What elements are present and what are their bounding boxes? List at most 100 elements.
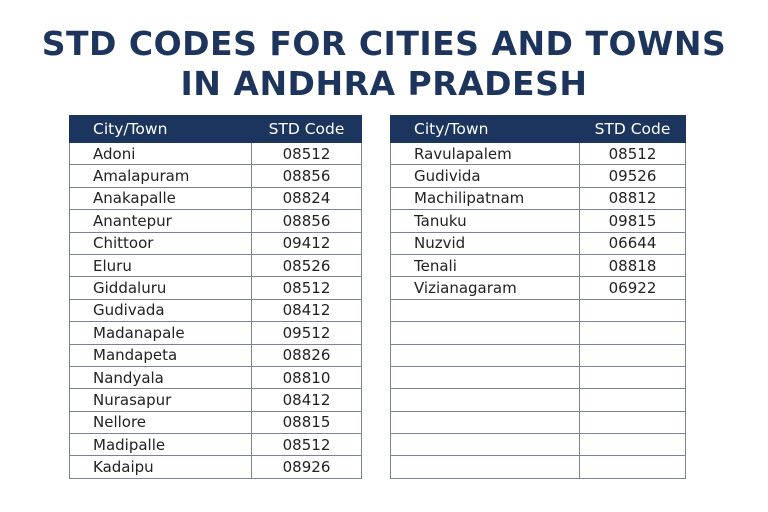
std-code-cell: 08856 xyxy=(251,164,362,188)
std-code-cell: 09412 xyxy=(251,231,362,255)
table-row: Gudivida 09526 xyxy=(390,164,686,188)
table-row: Chittoor 09412 xyxy=(69,231,362,255)
table-header-row: City/Town STD Code xyxy=(390,115,686,143)
std-code-cell: 08818 xyxy=(579,253,686,278)
table-row: Madanapale 09512 xyxy=(69,321,362,345)
std-code-cell xyxy=(579,410,686,435)
city-cell: Giddaluru xyxy=(69,276,252,300)
std-code-cell: 08812 xyxy=(579,186,686,211)
table-row xyxy=(390,321,686,345)
city-cell: Tanuku xyxy=(390,209,580,233)
std-code-cell xyxy=(579,365,686,390)
table-row: Nellore 08815 xyxy=(69,410,362,435)
table-row: Amalapuram 08856 xyxy=(69,164,362,188)
table-row: Tenali 08818 xyxy=(390,253,686,278)
city-cell: Eluru xyxy=(69,253,252,278)
city-cell xyxy=(390,298,580,323)
table-row xyxy=(390,298,686,323)
table-row: Machilipatnam 08812 xyxy=(390,186,686,211)
city-cell: Gudivada xyxy=(69,298,252,323)
std-code-cell: 08856 xyxy=(251,209,362,233)
city-cell: Nurasapur xyxy=(69,388,252,412)
table-row: Anakapalle 08824 xyxy=(69,186,362,211)
std-codes-table-left: City/Town STD Code Adoni 08512 Amalapuram 0… xyxy=(69,115,362,479)
city-cell: Nellore xyxy=(69,410,252,435)
city-cell xyxy=(390,433,580,457)
table-row: Anantepur 08856 xyxy=(69,209,362,233)
city-cell: Nandyala xyxy=(69,365,252,390)
city-cell: Madipalle xyxy=(69,433,252,457)
city-cell: Mandapeta xyxy=(69,343,252,367)
std-code-cell: 08512 xyxy=(251,276,362,300)
std-code-cell xyxy=(579,298,686,323)
std-code-cell: 06922 xyxy=(579,276,686,300)
city-cell xyxy=(390,455,580,479)
std-code-cell: 08815 xyxy=(251,410,362,435)
table-row xyxy=(390,365,686,390)
title-line-2: IN ANDHRA PRADESH xyxy=(180,64,588,103)
city-cell: Madanapale xyxy=(69,321,252,345)
std-code-cell: 08412 xyxy=(251,298,362,323)
column-header-city: City/Town xyxy=(390,115,580,143)
table-row: Nurasapur 08412 xyxy=(69,388,362,412)
table-row xyxy=(390,455,686,479)
table-row: Ravulapalem 08512 xyxy=(390,141,686,166)
std-code-cell: 08412 xyxy=(251,388,362,412)
std-code-cell: 08512 xyxy=(251,141,362,166)
city-cell: Chittoor xyxy=(69,231,252,255)
std-code-cell: 08512 xyxy=(251,433,362,457)
std-code-cell: 09512 xyxy=(251,321,362,345)
city-cell: Amalapuram xyxy=(69,164,252,188)
table-row xyxy=(390,343,686,367)
city-cell: Tenali xyxy=(390,253,580,278)
table-row: Nandyala 08810 xyxy=(69,365,362,390)
table-row xyxy=(390,388,686,412)
city-cell: Nuzvid xyxy=(390,231,580,255)
table-row: Eluru 08526 xyxy=(69,253,362,278)
city-cell xyxy=(390,410,580,435)
std-code-cell xyxy=(579,455,686,479)
table-row: Vizianagaram 06922 xyxy=(390,276,686,300)
table-row: Kadaipu 08926 xyxy=(69,455,362,479)
city-cell: Vizianagaram xyxy=(390,276,580,300)
std-code-cell xyxy=(579,321,686,345)
std-code-cell: 06644 xyxy=(579,231,686,255)
table-row: Madipalle 08512 xyxy=(69,433,362,457)
city-cell: Anakapalle xyxy=(69,186,252,211)
table-row: Gudivada 08412 xyxy=(69,298,362,323)
std-code-cell: 08826 xyxy=(251,343,362,367)
std-code-cell: 08526 xyxy=(251,253,362,278)
city-cell xyxy=(390,388,580,412)
page-title: STD CODES FOR CITIES AND TOWNS IN ANDHRA… xyxy=(0,24,768,104)
table-header-row: City/Town STD Code xyxy=(69,115,362,143)
column-header-city: City/Town xyxy=(69,115,252,143)
std-code-cell: 08824 xyxy=(251,186,362,211)
column-header-std-code: STD Code xyxy=(579,115,686,143)
std-code-cell: 08810 xyxy=(251,365,362,390)
city-cell xyxy=(390,343,580,367)
std-code-cell xyxy=(579,433,686,457)
city-cell: Kadaipu xyxy=(69,455,252,479)
table-row: Tanuku 09815 xyxy=(390,209,686,233)
std-code-cell xyxy=(579,343,686,367)
std-code-cell: 09526 xyxy=(579,164,686,188)
city-cell: Adoni xyxy=(69,141,252,166)
city-cell xyxy=(390,365,580,390)
std-code-cell xyxy=(579,388,686,412)
title-line-1: STD CODES FOR CITIES AND TOWNS xyxy=(41,24,727,63)
std-code-cell: 08926 xyxy=(251,455,362,479)
city-cell xyxy=(390,321,580,345)
column-header-std-code: STD Code xyxy=(251,115,362,143)
table-row: Giddaluru 08512 xyxy=(69,276,362,300)
city-cell: Ravulapalem xyxy=(390,141,580,166)
std-code-cell: 08512 xyxy=(579,141,686,166)
table-row xyxy=(390,433,686,457)
city-cell: Gudivida xyxy=(390,164,580,188)
table-row: Adoni 08512 xyxy=(69,141,362,166)
city-cell: Anantepur xyxy=(69,209,252,233)
table-row xyxy=(390,410,686,435)
city-cell: Machilipatnam xyxy=(390,186,580,211)
std-code-cell: 09815 xyxy=(579,209,686,233)
table-row: Nuzvid 06644 xyxy=(390,231,686,255)
std-codes-table-right: City/Town STD Code Ravulapalem 08512 Gudiv… xyxy=(390,115,686,479)
